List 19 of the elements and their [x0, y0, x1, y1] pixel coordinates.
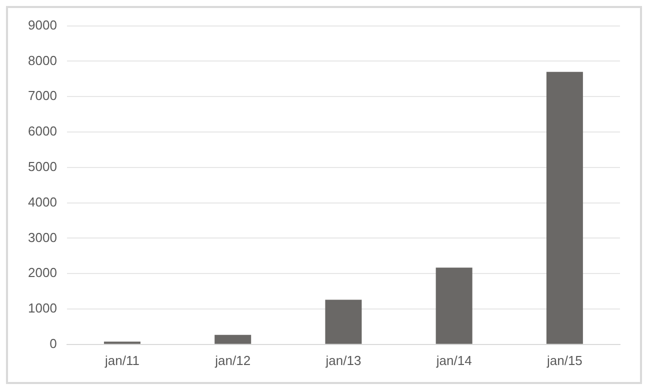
y-tick-label: 3000 [28, 230, 57, 245]
y-tick-label: 5000 [28, 158, 57, 174]
y-tick-label: 4000 [28, 194, 57, 210]
x-tick-label: jan/12 [214, 352, 251, 368]
y-tick-label: 1000 [28, 300, 57, 316]
y-tick-label: 8000 [28, 52, 57, 68]
bar [214, 334, 252, 344]
x-tick-label: jan/13 [324, 352, 362, 368]
y-tick-label: 9000 [28, 17, 57, 32]
y-tick-label: 6000 [28, 124, 57, 139]
bar [546, 72, 583, 344]
bar [325, 300, 362, 344]
x-tick-label: jan/15 [546, 352, 582, 368]
x-tick-label: jan/11 [104, 352, 140, 368]
y-tick-label: 7000 [28, 88, 57, 104]
y-tick-label: 0 [50, 336, 57, 351]
x-tick-label: jan/14 [435, 352, 472, 368]
bar [436, 268, 472, 344]
y-tick-label: 2000 [28, 265, 57, 280]
